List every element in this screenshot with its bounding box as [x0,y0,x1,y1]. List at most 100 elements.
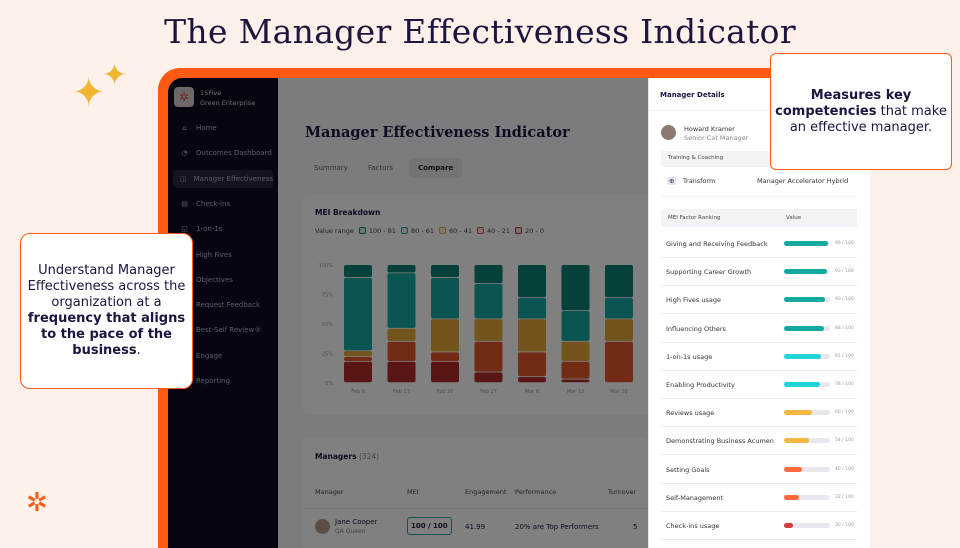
bar-segment[interactable] [605,341,633,383]
bar-segment[interactable] [431,277,459,319]
org-subtitle: Green Enterprise [200,99,256,107]
column-header[interactable]: MEI [407,488,419,496]
bar-segment[interactable] [431,361,459,383]
bar-segment[interactable] [561,361,590,379]
factor-label: Demonstrating Business Acumen [666,437,774,446]
bar-segment[interactable] [344,277,372,351]
turnover-value: 5 [633,523,638,531]
bar-segment[interactable] [518,265,546,298]
sidebar-item[interactable]: ◱ 1-on-1s [173,220,273,238]
bar-segment[interactable] [561,265,590,311]
sidebar-item[interactable]: ⌂ Home [173,119,273,137]
bar-segment[interactable] [474,341,503,372]
factor-row[interactable]: Supporting Career Growth 93 / 100 [661,258,857,287]
factor-row[interactable]: Demonstrating Business Acumen 54 / 100 [661,427,857,456]
factor-label: Self-Management [666,493,724,502]
legend-label: 20 - 0 [525,227,544,235]
factor-progress-fill [784,382,820,387]
factor-progress-fill [784,325,825,331]
bar-segment[interactable] [431,352,459,361]
factor-row[interactable]: Check-ins usage 20 / 100 [661,512,857,540]
performance-value: 20% are Top Performers [515,523,599,531]
factor-row[interactable]: Giving and Receiving Feedback 96 / 100 [661,230,857,258]
factor-row[interactable]: Influencing Others 88 / 100 [661,315,857,343]
factor-progress-fill [784,269,827,275]
factor-progress-bar [784,325,830,331]
bar-segment[interactable] [474,319,503,341]
manager-name: Howard Kramer [684,125,735,133]
sidebar-item-label: 1-on-1s [196,225,223,234]
x-tick-label: Mar 20 [610,389,627,395]
bar-segment[interactable] [518,377,546,383]
sidebar-item-label: Check-ins [196,199,231,208]
factor-value: 54 / 100 [835,438,854,444]
legend-checkbox[interactable] [439,227,447,234]
nav-icon: ⌂ [182,124,187,132]
bar-segment[interactable] [344,361,372,383]
bar-segment[interactable] [561,341,590,361]
y-tick-label: 0% [325,381,333,387]
bar-segment[interactable] [344,357,372,361]
factor-progress-bar [784,438,830,444]
bar-segment[interactable] [605,265,633,298]
nav-icon: ◫ [180,174,187,183]
bar-segment[interactable] [387,341,416,361]
bar-segment[interactable] [387,361,416,383]
factor-row[interactable]: Reviews usage 60 / 100 [661,399,857,428]
sidebar-item-label: Objectives [196,275,233,284]
bar-segment[interactable] [431,265,459,278]
table-row[interactable]: Jane Cooper QA Queen 100 / 100 41.99 20%… [303,508,648,548]
bar-segment[interactable] [474,283,503,319]
bar-segment[interactable] [561,379,590,383]
column-header[interactable]: Manager [315,488,344,496]
factor-row[interactable]: Enabling Productivity 78 / 100 [661,371,857,399]
bar-segment[interactable] [518,319,546,352]
bar-segment[interactable] [387,273,416,328]
bar-segment[interactable] [474,372,503,383]
legend-checkbox[interactable] [358,227,366,234]
org-logo-icon: ✲ [174,87,194,107]
column-header[interactable]: Performance [515,488,557,496]
factor-value: 20 / 100 [835,523,854,528]
manager-name[interactable]: Jane Cooper [335,518,378,526]
sidebar-item[interactable]: ◫ Manager Effectiveness [173,169,273,188]
bar-segment[interactable] [518,352,546,377]
factor-progress-fill [784,438,809,444]
bar-segment[interactable] [474,265,503,284]
bar-segment[interactable] [431,319,459,352]
bar-segment[interactable] [344,265,372,278]
x-tick-label: Feb 13 [393,389,410,395]
column-header[interactable]: Engagement [465,488,507,496]
column-header[interactable]: Turnover [608,488,637,496]
legend-checkbox[interactable] [515,227,523,234]
bar-segment[interactable] [605,298,633,319]
bar-segment[interactable] [387,265,416,273]
bar-segment[interactable] [344,351,372,357]
factor-progress-bar [784,297,830,303]
tab-compare[interactable]: Compare [409,158,463,178]
org-switcher[interactable]: 15Five Green Enterprise [200,88,255,108]
factor-progress-bar [784,410,830,416]
sidebar-item-label: Engage [196,351,223,360]
factor-progress-bar [784,466,830,472]
tab-summary[interactable]: Summary [314,164,348,172]
bar-segment[interactable] [387,328,416,341]
bar-segment[interactable] [605,319,633,341]
legend-checkbox[interactable] [400,227,408,234]
factor-label: Influencing Others [666,324,726,333]
factor-row[interactable]: 1-on-1s usage 81 / 100 [661,343,857,371]
legend-checkbox[interactable] [477,227,485,234]
factor-row[interactable]: Self-Management 32 / 100 [661,484,857,512]
manager-role: Senior Cat Manager [684,134,749,142]
training-header: Training & Coaching [668,155,724,161]
factor-row[interactable]: Setting Goals 40 / 100 [661,456,857,484]
bar-segment[interactable] [518,298,546,319]
sidebar-item[interactable]: ▤ Check-ins [173,195,273,213]
factor-row[interactable]: High Fives usage 90 / 100 [661,286,857,315]
tab-factors[interactable]: Factors [368,164,394,172]
ranking-header: MEI Factor Ranking [668,215,721,221]
bar-segment[interactable] [561,311,590,341]
sidebar-item[interactable]: ◔ Outcomes Dashboard [173,144,273,162]
factor-progress-bar [784,269,830,275]
managers-card: Managers (324) Manager MEI Engagement Perfo… [303,438,648,548]
